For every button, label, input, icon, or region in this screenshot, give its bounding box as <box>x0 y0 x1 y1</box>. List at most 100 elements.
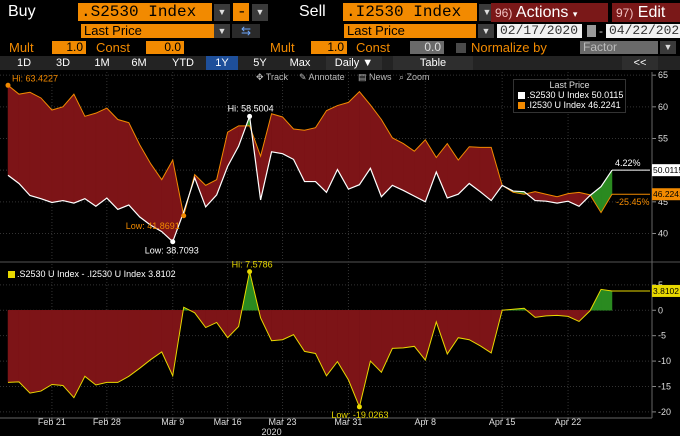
sell-const-label: Const <box>356 40 390 55</box>
extreme-marker <box>247 113 253 119</box>
last-price-tag-i2530-bg <box>652 188 680 201</box>
diff-area-negative <box>18 310 31 394</box>
hi-label-i2530: Hi: 63.4227 <box>12 73 58 83</box>
frequency-select[interactable]: Daily ▼ <box>326 56 382 70</box>
last-price-tag-s2530: 50.0115 <box>653 165 680 175</box>
hi-label-s2530: Hi: 58.5004 <box>228 103 274 113</box>
factor-dropdown-button[interactable]: ▼ <box>660 41 676 54</box>
start-date-input[interactable]: 02/17/2020 <box>497 24 582 38</box>
calendar-icon[interactable] <box>587 25 596 37</box>
pct-change-i2530: -25.45% <box>616 197 650 207</box>
extreme-marker <box>356 404 362 410</box>
low-label-diff: Low: -19.0263 <box>331 410 388 420</box>
diff-area-negative <box>117 310 130 383</box>
mult-const-row: Mult 1.0 Const 0.0 Mult 1.0 Const 0.0 No… <box>0 40 680 55</box>
diff-area-negative <box>128 310 141 377</box>
y-tick-label-upper: 60 <box>658 102 668 112</box>
buy-field-dropdown-button[interactable]: ▼ <box>214 24 230 38</box>
track-tool[interactable]: ✥ Track <box>256 72 289 82</box>
white-swatch-icon <box>518 92 525 100</box>
extreme-marker <box>181 213 187 219</box>
operator-field[interactable]: - <box>233 3 249 21</box>
sell-field-dropdown-button[interactable]: ▼ <box>478 24 494 38</box>
x-tick-label: Mar 9 <box>161 417 184 427</box>
y-tick-label-upper: 55 <box>658 134 668 144</box>
spread-fill-negative <box>29 91 42 199</box>
table-button[interactable]: Table <box>393 56 473 70</box>
spread-chart[interactable]: 40455055606550-5-10-15-2050.011546.22413… <box>0 70 680 436</box>
diff-area-negative <box>84 310 97 386</box>
period-1m-button[interactable]: 1M <box>94 57 110 69</box>
price-legend: Last Price .S2530 U Index 50.0115 .I2530… <box>513 79 626 113</box>
period-3d-button[interactable]: 3D <box>55 57 71 69</box>
spread-fill-negative <box>348 91 360 190</box>
buy-label: Buy <box>8 3 36 20</box>
normalize-factor-select[interactable]: Factor <box>580 41 658 54</box>
swap-icon[interactable]: ⇆ <box>232 24 260 38</box>
x-tick-label: Feb 21 <box>38 417 66 427</box>
end-date-input[interactable]: 04/22/202 <box>606 24 680 38</box>
low-label-s2530: Low: 38.7093 <box>145 246 199 256</box>
period-max-button[interactable]: Max <box>289 57 311 69</box>
diff-area-negative <box>62 310 75 399</box>
news-tool[interactable]: ▤ News <box>358 72 392 82</box>
actions-label: Actions <box>515 4 569 21</box>
period-ytd-button[interactable]: YTD <box>172 57 194 69</box>
diff-area-negative <box>293 310 305 353</box>
spread-fill-negative <box>403 143 415 197</box>
buy-mult-label: Mult <box>9 40 34 55</box>
sell-mult-input[interactable]: 1.0 <box>311 41 347 54</box>
security-header-row: Buy .S2530 Index ▼ - ▼ Sell .I2530 Index… <box>0 0 680 24</box>
spread-fill-negative <box>84 112 97 207</box>
x-tick-label: Apr 15 <box>489 417 516 427</box>
x-axis-year-label: 2020 <box>262 427 282 436</box>
period-1d-button[interactable]: 1D <box>16 57 32 69</box>
actions-menu-button[interactable]: 96) Actions ▾ <box>491 3 608 22</box>
spread-fill-negative <box>392 137 404 191</box>
period-1y-button[interactable]: 1Y <box>206 56 238 70</box>
legend-series-i2530: .I2530 U Index 46.2241 <box>514 100 625 110</box>
diff-area-negative <box>40 310 53 392</box>
edit-button[interactable]: 97) Edit <box>612 3 680 22</box>
diff-area-negative <box>447 310 459 355</box>
diff-area-negative <box>139 310 152 369</box>
diff-area-negative <box>436 310 448 355</box>
spread-fill-negative <box>117 119 130 210</box>
period-5y-button[interactable]: 5Y <box>253 57 267 69</box>
diff-area-negative <box>403 310 415 349</box>
sell-security-field[interactable]: .I2530 Index <box>343 3 477 21</box>
diff-area-negative <box>271 310 283 342</box>
buy-mult-input[interactable]: 1.0 <box>52 41 86 54</box>
buy-dropdown-button[interactable]: ▼ <box>214 4 230 21</box>
extreme-marker <box>170 239 176 245</box>
spread-fill-negative <box>40 97 53 203</box>
sell-mult-label: Mult <box>270 40 295 55</box>
buy-const-input[interactable]: 0.0 <box>146 41 184 54</box>
buy-security-field[interactable]: .S2530 Index <box>78 3 212 21</box>
period-6m-button[interactable]: 6M <box>131 57 147 69</box>
sell-const-input[interactable]: 0.0 <box>410 41 444 54</box>
annotate-tool[interactable]: ✎ Annotate <box>299 72 345 82</box>
x-tick-label: Feb 28 <box>93 417 121 427</box>
sell-label: Sell <box>299 3 326 20</box>
sell-field-select[interactable]: Last Price <box>344 24 476 38</box>
last-value-tag-diff-bg <box>652 284 680 297</box>
collapse-panel-button[interactable]: << <box>622 56 658 70</box>
diff-area-negative <box>161 310 173 376</box>
diff-area-negative <box>304 310 316 354</box>
normalize-checkbox[interactable] <box>456 43 466 53</box>
buy-field-select[interactable]: Last Price <box>81 24 214 38</box>
spread-panel <box>7 271 650 409</box>
operator-dropdown-button[interactable]: ▼ <box>252 4 268 21</box>
zoom-tool[interactable]: ⌕ Zoom <box>399 72 430 82</box>
field-date-row: Last Price ▼ ⇆ Last Price ▼ 02/17/2020 -… <box>0 24 680 39</box>
series-line-i2530 <box>7 84 613 216</box>
extreme-marker <box>5 82 11 88</box>
last-value-tag-diff: 3.8102 <box>653 286 679 296</box>
diff-area-negative <box>337 310 349 381</box>
diff-area-negative <box>458 310 470 341</box>
diff-area-negative <box>392 310 404 349</box>
diff-area-negative <box>326 310 338 377</box>
pct-change-s2530: 4.22% <box>615 158 641 168</box>
series-line-diff <box>7 271 613 409</box>
